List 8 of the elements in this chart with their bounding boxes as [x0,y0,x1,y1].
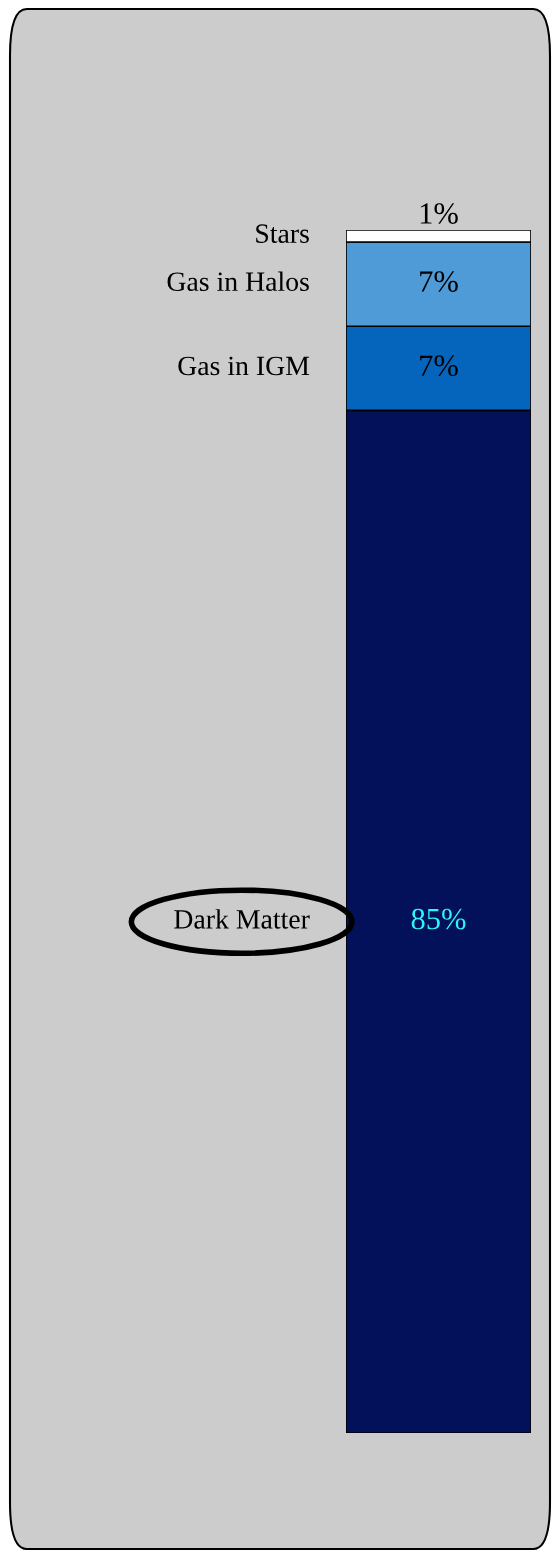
data-label: 1% [420,203,458,224]
series-label: Stars [256,224,309,243]
data-label: 7% [420,355,458,377]
series-label: Gas in IGM [178,356,310,376]
data-label: 7% [420,271,458,292]
series-label: Dark Matter [174,909,310,929]
series-label: Gas in Halos [167,271,309,292]
data-label: 85% [411,908,466,930]
